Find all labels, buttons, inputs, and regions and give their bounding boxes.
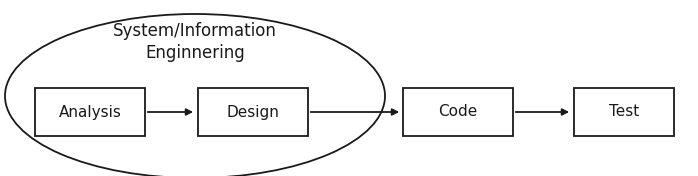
Text: Design: Design (227, 105, 279, 120)
Text: System/Information
Enginnering: System/Information Enginnering (113, 22, 277, 62)
Text: Analysis: Analysis (59, 105, 121, 120)
FancyBboxPatch shape (198, 88, 308, 136)
Text: Code: Code (438, 105, 477, 120)
FancyBboxPatch shape (403, 88, 513, 136)
FancyBboxPatch shape (35, 88, 145, 136)
Text: Test: Test (609, 105, 639, 120)
FancyBboxPatch shape (574, 88, 674, 136)
